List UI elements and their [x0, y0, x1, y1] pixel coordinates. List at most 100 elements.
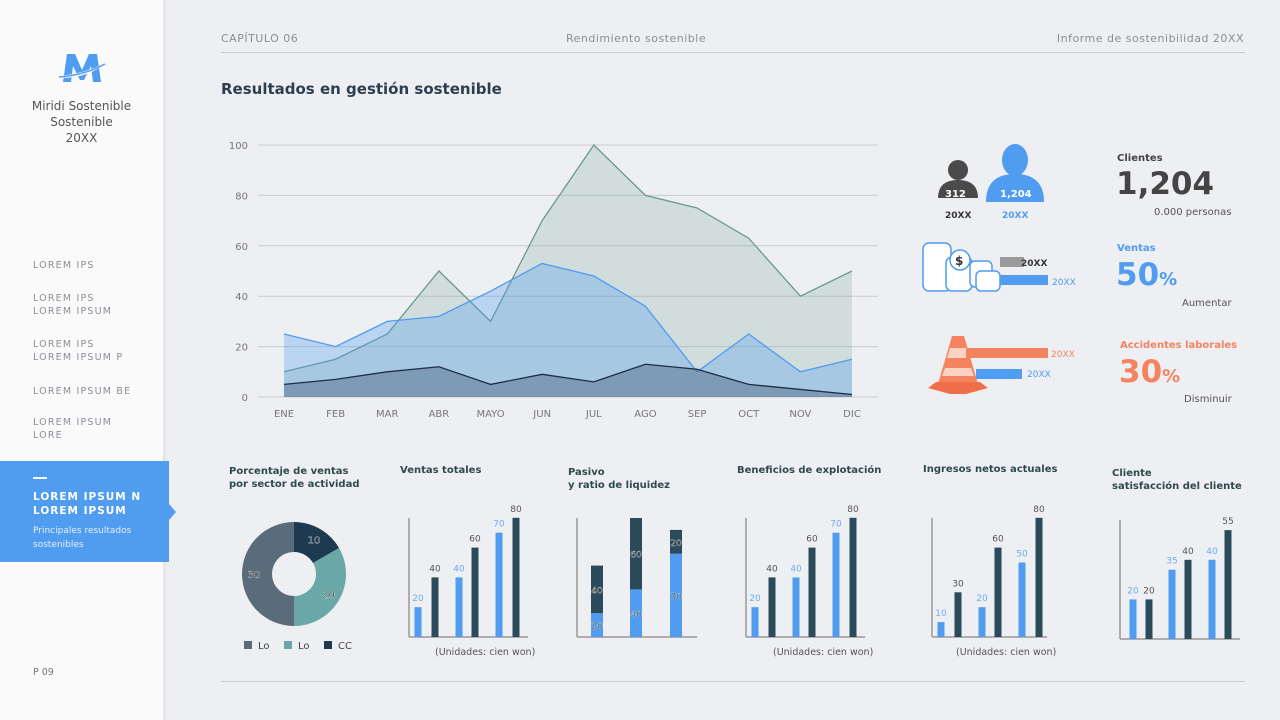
ventas-note: Aumentar	[1182, 298, 1232, 309]
svg-text:$: $	[955, 254, 963, 268]
bar-value-label: 20	[412, 594, 424, 604]
ingresos-title: Ingresos netos actuales	[923, 464, 1058, 475]
bar	[792, 577, 800, 637]
x-tick-label: JUL	[585, 409, 602, 420]
chapter-label: CAPÍTULO 06	[221, 32, 299, 45]
bar-value-label: 40	[766, 564, 778, 574]
bar-value-label: 20	[749, 594, 761, 604]
coins-curr-label: 20XX	[1052, 278, 1076, 288]
bar	[832, 532, 840, 637]
y-tick-label: 100	[229, 141, 248, 152]
bar	[414, 607, 422, 637]
nav-item-5[interactable]: LOREM IPSUM LORE	[33, 417, 113, 441]
bar-value-label: 60	[469, 535, 481, 545]
x-tick-label: MAYO	[476, 409, 504, 420]
bar	[1129, 599, 1137, 639]
donut-slice-label: 10	[308, 535, 321, 546]
cone-curr-label: 20XX	[1027, 370, 1051, 380]
x-tick-label: NOV	[789, 409, 811, 420]
bar-value-label: 70	[830, 520, 842, 530]
bar	[994, 547, 1002, 637]
ventas-totales-units: (Unidades: cien won)	[435, 647, 536, 658]
clientes-note: 0.000 personas	[1154, 207, 1232, 218]
sidebar: Miridi Sostenible Sostenible 20XX LOREM …	[0, 0, 176, 720]
stacked-bar-segment	[591, 565, 603, 614]
series-area-2	[284, 263, 852, 397]
bar	[1224, 530, 1232, 639]
nav-item-2[interactable]: LOREM IPS LOREM IPSUM	[33, 293, 113, 317]
segment-value-label: 40	[591, 586, 603, 596]
ventas-label: Ventas	[1117, 243, 1156, 254]
donut-slice	[294, 548, 346, 626]
bar-value-label: 40	[1182, 547, 1194, 557]
bar	[431, 577, 439, 637]
nav-item-1[interactable]: LOREM IPS	[33, 260, 95, 271]
series-line-1	[283, 143, 853, 373]
cliente-chart: 20 20 35 40 40 55	[1119, 517, 1240, 640]
people-prev-label: 20XX	[945, 211, 971, 220]
clientes-label: Clientes	[1117, 153, 1163, 164]
ventas-value: 50%	[1116, 260, 1177, 291]
people-curr-value: 1,204	[1000, 189, 1032, 200]
bar	[954, 592, 962, 637]
bar-value-label: 20	[1143, 586, 1155, 596]
segment-value-label: 20	[670, 539, 682, 549]
stacked-bar-segment	[670, 553, 682, 637]
active-marker	[33, 477, 47, 479]
donut-title: Porcentaje de ventas por sector de activ…	[229, 466, 360, 490]
x-tick-label: MAR	[376, 409, 398, 420]
beneficios-title: Beneficios de explotación	[737, 465, 882, 476]
bar-value-label: 80	[1033, 505, 1045, 515]
bar	[1035, 517, 1043, 637]
section-label: Rendimiento sostenible	[566, 32, 707, 45]
people-curr-label: 20XX	[1002, 211, 1028, 220]
bar-value-label: 10	[935, 609, 947, 619]
stacked-bar-segment	[630, 518, 642, 590]
bar-value-label: 80	[510, 505, 522, 515]
bar	[471, 547, 479, 637]
y-tick-label: 0	[242, 393, 248, 404]
nav-item-3[interactable]: LOREM IPS LOREM IPSUM P	[33, 339, 124, 363]
bar-value-label: 35	[1166, 557, 1177, 567]
cliente-title: Cliente satisfacción del cliente	[1112, 468, 1242, 492]
bar	[455, 577, 463, 637]
bar	[978, 607, 986, 637]
legend-swatch	[244, 641, 252, 649]
donut-chart: 10 20 30 Lo Lo CC	[242, 522, 352, 652]
person-prev-icon	[938, 160, 978, 198]
series-line-3	[283, 363, 853, 396]
page-number: P 09	[33, 667, 54, 678]
legend-label: Lo	[298, 641, 310, 652]
accidentes-label: Accidentes laborales	[1120, 340, 1238, 351]
segment-value-label: 60	[630, 551, 642, 561]
bar	[849, 517, 857, 637]
beneficios-units: (Unidades: cien won)	[773, 647, 874, 658]
donut-slice	[242, 522, 294, 626]
page-title: Resultados en gestión sostenible	[221, 80, 502, 98]
bar	[1208, 559, 1216, 639]
ventas-totales-chart: 20 40 40 60 70 80	[408, 505, 528, 638]
bar	[512, 517, 520, 637]
y-tick-label: 40	[235, 292, 248, 303]
bar	[495, 532, 503, 637]
header-divider	[221, 52, 1245, 53]
segment-value-label: 40	[630, 610, 642, 620]
bar	[1145, 599, 1153, 639]
legend-label: CC	[338, 641, 352, 652]
ventas-totales-title: Ventas totales	[400, 465, 482, 476]
active-item-label: LOREM IPSUM N LOREM IPSUM	[33, 491, 142, 517]
nav-item-active[interactable]: LOREM IPSUM N LOREM IPSUM Principales re…	[0, 461, 176, 562]
cone-prev-label: 20XX	[1051, 350, 1075, 360]
nav-item-4[interactable]: LOREM IPSUM BE	[33, 386, 132, 397]
x-tick-label: ENE	[274, 409, 294, 420]
x-tick-label: DIC	[843, 409, 861, 420]
accidentes-unit: %	[1162, 366, 1181, 387]
x-tick-label: JUN	[532, 409, 551, 420]
footer-divider	[221, 681, 1245, 682]
bar-value-label: 60	[806, 535, 818, 545]
active-item-subtitle: Principales resultados sostenibles	[33, 526, 132, 550]
bar-value-label: 40	[1206, 547, 1218, 557]
area-chart: 0 20 40 60 80 100 ENE FEB MAR ABR MAYO JUN JUL AGO SEP…	[229, 141, 878, 420]
accidentes-value: 30%	[1119, 357, 1180, 388]
report-label: Informe de sostenibilidad 20XX	[1056, 32, 1244, 45]
